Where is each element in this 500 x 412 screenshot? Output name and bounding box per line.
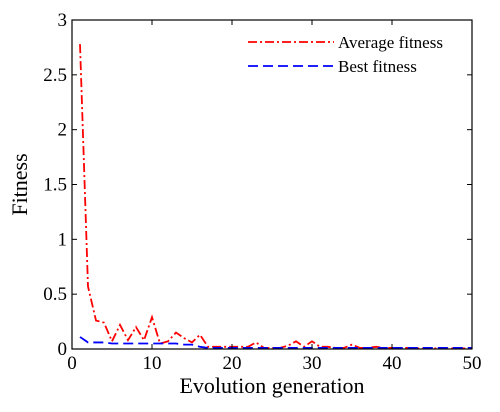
y-tick-label: 2.5 [43, 65, 67, 86]
x-tick-label: 50 [463, 353, 482, 374]
y-axis-title: Fitness [7, 153, 32, 215]
ticks-layer: 0 10 20 30 40 50 0 0.5 1 1.5 2 2.5 3 [43, 10, 481, 374]
legend-label: Average fitness [338, 33, 443, 52]
legend: Average fitness Best fitness [248, 33, 443, 76]
x-tick-label: 40 [383, 353, 402, 374]
series-line-best-fitness [79, 336, 472, 349]
y-tick-label: 2 [58, 120, 68, 141]
y-tick-label: 3 [58, 10, 68, 31]
x-tick-label: 10 [143, 353, 162, 374]
series-line-average-fitness [79, 44, 472, 350]
series-layer [79, 44, 472, 350]
x-tick-label: 0 [67, 353, 77, 374]
y-tick-label: 1 [58, 229, 68, 250]
x-tick-label: 20 [223, 353, 242, 374]
x-axis-title: Evolution generation [179, 373, 364, 398]
y-tick-label: 0.5 [43, 284, 67, 305]
y-tick-label: 0 [58, 339, 68, 360]
legend-label: Best fitness [338, 57, 417, 76]
x-tick-label: 30 [303, 353, 322, 374]
y-tick-label: 1.5 [43, 175, 67, 196]
